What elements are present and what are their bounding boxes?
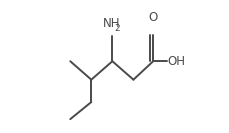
Text: OH: OH: [167, 55, 185, 68]
Text: NH: NH: [103, 17, 120, 30]
Text: 2: 2: [114, 24, 120, 33]
Text: O: O: [148, 11, 157, 24]
